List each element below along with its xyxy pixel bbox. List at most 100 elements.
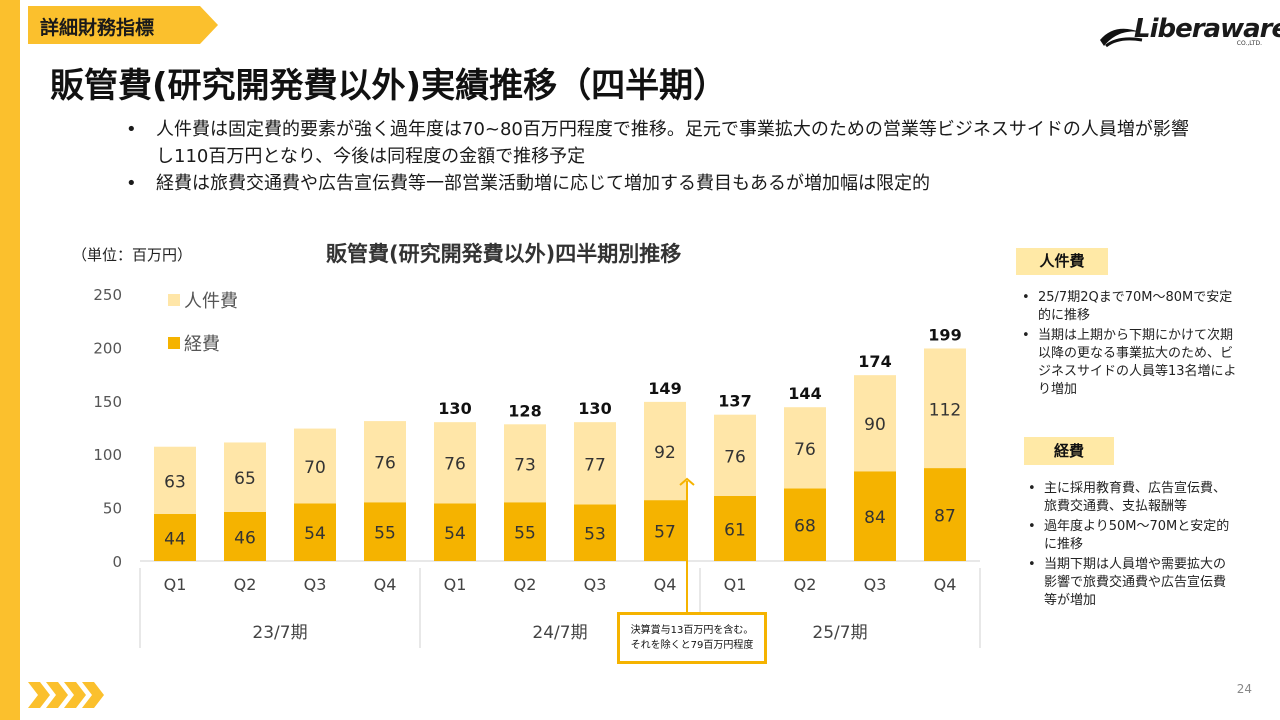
data-label-personnel: 92 (654, 443, 676, 463)
bar-personnel (644, 401, 686, 501)
bar-expense (644, 500, 686, 561)
data-label-expense: 44 (164, 530, 186, 550)
data-label-personnel: 90 (864, 415, 886, 435)
legend-label-expense: 経費 (184, 334, 220, 355)
data-label-expense: 87 (934, 507, 956, 527)
bar-personnel (434, 422, 476, 504)
bar-personnel (224, 442, 266, 512)
y-tick-label: 50 (103, 500, 122, 518)
bar-expense (574, 504, 616, 561)
bar-personnel (574, 422, 616, 505)
section-tag-shape (28, 6, 218, 44)
data-label-total: 199 (928, 325, 961, 344)
y-tick-label: 150 (93, 393, 122, 411)
data-label-total: 149 (648, 379, 681, 398)
y-tick-label: 200 (93, 339, 122, 357)
data-label-expense: 54 (444, 524, 466, 544)
data-label-total: 144 (788, 384, 821, 403)
data-label-expense: 46 (234, 528, 256, 548)
bar-expense (434, 503, 476, 561)
personnel-note-2: 当期は上期から下期にかけて次期以降の更なる事業拡大のため、ビジネスサイドの人員等… (1018, 327, 1244, 399)
bar-expense (154, 514, 196, 561)
bonus-note-line-1: 決算賞与13百万円を含む。 (630, 625, 754, 636)
stacked-bar-chart: 0 50 100 150 200 250 44 63 Q1 46 65 Q2 54 70 Q3 55 76 Q4 5… (93, 286, 981, 648)
bar-expense (504, 502, 546, 561)
page-title: 販管費(研究開発費以外)実績推移（四半期） (50, 66, 728, 106)
bar-expense (364, 502, 406, 561)
bonus-note-box: 決算賞与13百万円を含む。 それを除くと79百万円程度 (617, 612, 767, 664)
logo-text: Liberaware (1134, 14, 1280, 44)
legend-swatch-expense (168, 337, 180, 349)
y-tick-label: 0 (112, 553, 122, 571)
x-tick-label: Q3 (304, 575, 327, 594)
bar-personnel (504, 424, 546, 503)
data-label-expense: 84 (864, 508, 886, 528)
expenses-notes: 主に採用教育費、広告宣伝費、旅費交通費、支払報酬等 過年度より50M～70Mと安… (1024, 480, 1234, 612)
personnel-heading: 人件費 (1016, 248, 1108, 275)
data-label-personnel: 70 (304, 458, 326, 478)
bonus-note-line-2: それを除くと79百万円程度 (630, 640, 754, 651)
data-label-total: 130 (438, 399, 471, 418)
data-label-personnel: 112 (929, 400, 961, 420)
left-accent-bar (0, 0, 20, 720)
data-label-expense: 68 (794, 517, 816, 537)
company-logo: Liberaware CO.,LTD. (1096, 10, 1280, 50)
chevron-arrows-icon (28, 682, 104, 708)
bar-personnel (364, 421, 406, 503)
group-label: 23/7期 (252, 623, 307, 643)
x-tick-label: Q2 (794, 575, 817, 594)
data-label-total: 137 (718, 392, 751, 411)
x-tick-label: Q1 (444, 575, 467, 594)
legend-swatch-personnel (168, 294, 180, 306)
bar-personnel (154, 446, 196, 515)
data-label-expense: 57 (654, 523, 676, 543)
summary-bullet-1: 人件費は固定費的要素が強く過年度は70~80百万円程度で推移。足元で事業拡大のた… (120, 116, 1200, 170)
data-label-expense: 54 (304, 524, 326, 544)
x-tick-label: Q2 (514, 575, 537, 594)
data-label-personnel: 77 (584, 455, 606, 475)
bar-personnel (784, 407, 826, 489)
summary-bullet-2: 経費は旅費交通費や広告宣伝費等一部営業活動増に応じて増加する費目もあるが増加幅は… (120, 170, 1200, 197)
y-tick-label: 100 (93, 446, 122, 464)
group-label: 25/7期 (812, 623, 867, 643)
data-label-expense: 55 (514, 524, 536, 544)
x-tick-label: Q3 (864, 575, 887, 594)
expenses-heading: 経費 (1024, 437, 1114, 465)
bar-expense (854, 471, 896, 561)
data-label-personnel: 65 (234, 469, 256, 489)
x-tick-label: Q1 (724, 575, 747, 594)
data-label-expense: 53 (584, 525, 606, 545)
data-label-personnel: 63 (164, 472, 186, 492)
section-tag-text: 詳細財務指標 (40, 17, 155, 39)
data-label-personnel: 73 (514, 455, 536, 475)
data-label-total: 130 (578, 399, 611, 418)
data-label-personnel: 76 (444, 455, 466, 475)
data-label-total: 174 (858, 352, 891, 371)
x-tick-label: Q4 (374, 575, 397, 594)
bar-expense (714, 495, 756, 561)
bar-personnel (294, 428, 336, 504)
x-tick-label: Q4 (654, 575, 677, 594)
logo-subtext: CO.,LTD. (1236, 40, 1262, 47)
bar-expense (924, 468, 966, 561)
unit-label: （単位：百万円） (72, 246, 193, 264)
data-label-personnel: 76 (724, 447, 746, 467)
x-tick-label: Q1 (164, 575, 187, 594)
data-label-personnel: 76 (794, 440, 816, 460)
bar-personnel (924, 348, 966, 469)
bar-expense (294, 503, 336, 561)
bar-personnel (714, 414, 756, 496)
group-label: 24/7期 (532, 623, 587, 643)
data-label-expense: 55 (374, 524, 396, 544)
page-number: 24 (1236, 682, 1252, 696)
logo-swoosh-icon (1100, 28, 1143, 48)
expenses-note-2: 過年度より50M～70Mと安定的に推移 (1024, 518, 1234, 554)
chart-title: 販管費(研究開発費以外)四半期別推移 (326, 242, 682, 266)
personnel-note-1: 25/7期2Qまで70M～80Mで安定的に推移 (1018, 289, 1244, 325)
legend-label-personnel: 人件費 (184, 291, 238, 312)
bar-expense (784, 488, 826, 561)
callout-arrowhead (679, 477, 695, 486)
personnel-notes: 25/7期2Qまで70M～80Mで安定的に推移 当期は上期から下期にかけて次期以… (1018, 289, 1244, 401)
section-tag: 詳細財務指標 (28, 6, 218, 44)
x-tick-label: Q2 (234, 575, 257, 594)
